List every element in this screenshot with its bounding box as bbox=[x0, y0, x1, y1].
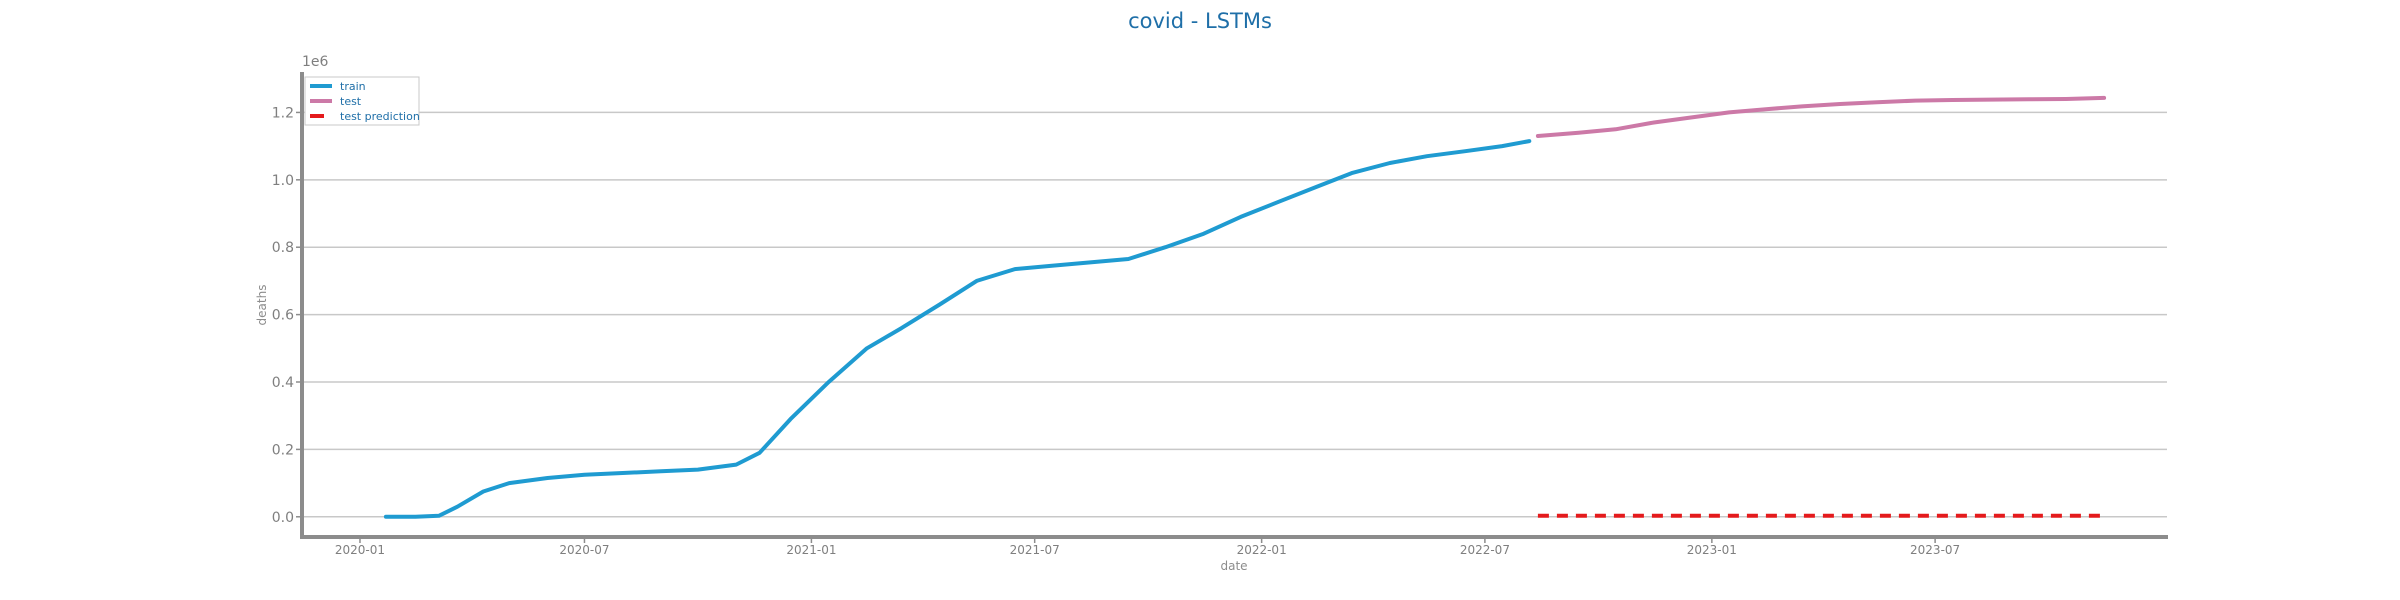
legend-label-train: train bbox=[340, 80, 366, 93]
chart-title: covid - LSTMs bbox=[1128, 9, 1272, 33]
legend-label-test: test bbox=[340, 95, 362, 108]
y-tick-label: 1.0 bbox=[272, 173, 294, 189]
x-tick-label: 2021-07 bbox=[1010, 543, 1060, 557]
y-ticks: 0.0 0.2 0.4 0.6 0.8 1.0 1.2 bbox=[272, 105, 302, 526]
legend: train test test prediction bbox=[304, 76, 420, 126]
y-axis-label: deaths bbox=[255, 285, 269, 326]
series-line-test bbox=[1535, 95, 2107, 138]
x-tick-label: 2020-07 bbox=[559, 543, 609, 557]
x-ticks: 2020-01 2020-07 2021-01 2021-07 2022-01 2022-… bbox=[335, 537, 1960, 557]
y-tick-label: 0.8 bbox=[272, 240, 294, 256]
series-layer bbox=[383, 95, 2107, 519]
y-scale-label: 1e6 bbox=[302, 54, 329, 70]
y-tick-label: 0.6 bbox=[272, 308, 294, 324]
y-tick-label: 0.0 bbox=[272, 510, 294, 526]
y-tick-label: 0.4 bbox=[272, 375, 294, 391]
legend-label-test-prediction: test prediction bbox=[340, 110, 420, 123]
x-tick-label: 2023-01 bbox=[1687, 543, 1737, 557]
gridlines bbox=[302, 111, 2167, 518]
x-tick-label: 2022-01 bbox=[1237, 543, 1287, 557]
y-tick-label: 1.2 bbox=[272, 105, 294, 121]
x-tick-label: 2021-01 bbox=[786, 543, 836, 557]
series-line-train bbox=[383, 139, 1532, 519]
axes bbox=[300, 72, 2168, 539]
x-tick-label: 2023-07 bbox=[1910, 543, 1960, 557]
x-tick-label: 2022-07 bbox=[1460, 543, 1510, 557]
x-axis-label: date bbox=[1220, 559, 1247, 573]
x-tick-label: 2020-01 bbox=[335, 543, 385, 557]
y-tick-label: 0.2 bbox=[272, 442, 294, 458]
